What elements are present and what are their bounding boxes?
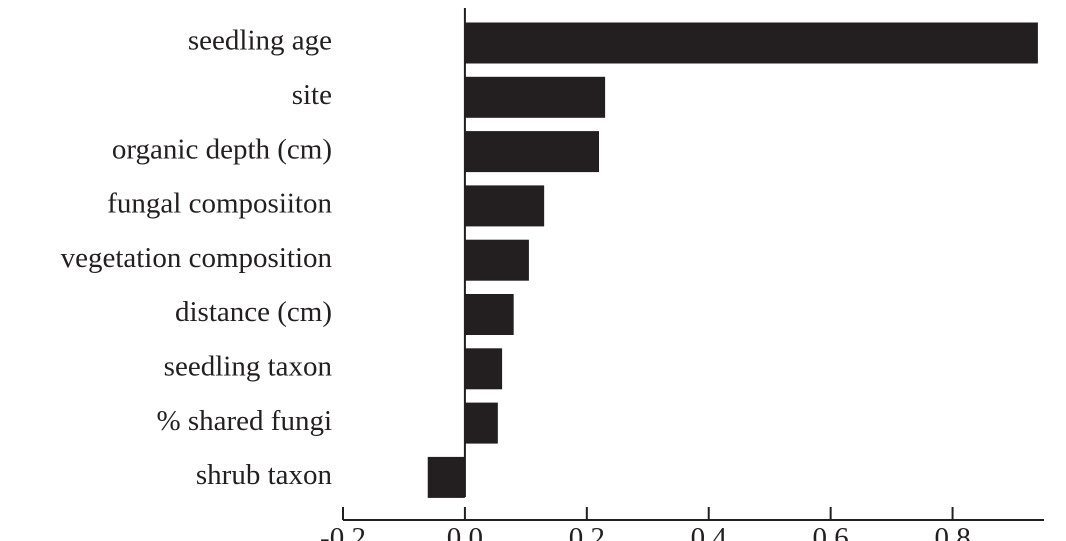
- x-tick-label: 0.4: [691, 522, 728, 541]
- y-tick-label: shrub taxon: [196, 459, 333, 491]
- x-tick-label: 0.0: [447, 522, 483, 541]
- bar: [464, 22, 1038, 64]
- x-tick-label: 0.8: [934, 522, 970, 541]
- y-tick-label: fungal composiiton: [107, 188, 332, 220]
- x-tick-label: -0.2: [320, 522, 366, 541]
- x-tick-label: 0.2: [569, 522, 605, 541]
- y-tick-label: organic depth (cm): [112, 133, 332, 165]
- bar: [464, 76, 606, 118]
- y-tick-label: seedling age: [188, 25, 332, 57]
- bar: [464, 294, 514, 335]
- bar: [464, 131, 600, 173]
- bar: [464, 239, 529, 281]
- x-tick-label: 0.6: [813, 522, 849, 541]
- bar: [464, 348, 503, 390]
- y-tick-label: distance (cm): [175, 296, 332, 328]
- y-tick-label: seedling taxon: [164, 350, 333, 382]
- y-tick-label: vegetation composition: [61, 242, 333, 274]
- bar: [464, 185, 545, 227]
- bar: [464, 402, 498, 444]
- bar: [427, 456, 465, 498]
- y-tick-label: site: [292, 79, 332, 111]
- y-tick-label: % shared fungi: [156, 405, 332, 437]
